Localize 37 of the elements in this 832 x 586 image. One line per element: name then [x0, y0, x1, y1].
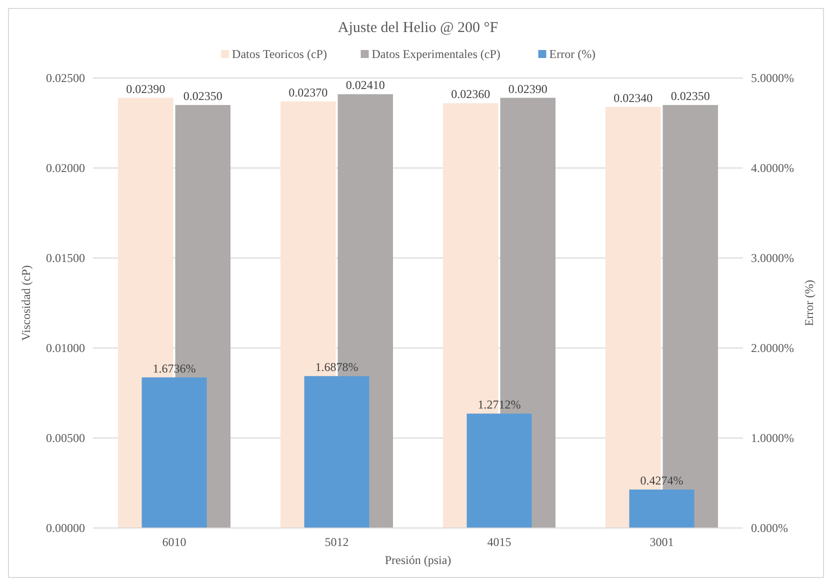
- data-label: 0.02350: [670, 89, 710, 103]
- legend-label: Error (%): [549, 47, 596, 61]
- y2-tick-label: 0.000%: [751, 521, 788, 535]
- y-tick-label: 0.01500: [46, 251, 85, 265]
- y2-tick-label: 3.0000%: [751, 251, 794, 265]
- data-label: 0.02410: [346, 78, 385, 92]
- x-axis-title: Presión (psia): [384, 553, 452, 567]
- data-label: 0.02370: [288, 85, 328, 100]
- y2-axis-title: Error (%): [802, 280, 816, 326]
- x-tick-label: 6010: [162, 535, 186, 549]
- legend-label: Datos Experimentales (cP): [372, 47, 500, 61]
- y2-tick-label: 2.0000%: [751, 341, 794, 355]
- chart-title: Ajuste del Helio @ 200 °F: [338, 20, 498, 36]
- data-label: 0.02390: [126, 82, 166, 96]
- x-tick-label: 4015: [487, 535, 512, 549]
- data-label: 1.6736%: [152, 361, 196, 376]
- y2-tick-label: 5.0000%: [751, 71, 794, 85]
- data-label: 0.02340: [614, 90, 653, 105]
- y-tick-label: 0.02000: [46, 161, 85, 175]
- data-label: 0.4274%: [640, 474, 684, 488]
- bar: [629, 490, 694, 528]
- legend-label: Datos Teoricos (cP): [232, 47, 327, 61]
- y-tick-label: 0.00000: [46, 521, 85, 535]
- x-tick-label: 3001: [650, 535, 674, 549]
- data-label: 0.02350: [183, 89, 222, 103]
- x-tick-label: 5012: [324, 535, 349, 549]
- y2-tick-label: 1.0000%: [751, 431, 794, 445]
- y-tick-label: 0.02500: [46, 71, 85, 85]
- data-label: 0.02390: [508, 82, 548, 96]
- y-axis-title: Viscosidad (cP): [19, 265, 33, 341]
- data-label: 1.6878%: [315, 360, 358, 374]
- data-label: 1.2712%: [478, 398, 521, 412]
- data-label: 0.02360: [451, 87, 490, 102]
- bar: [466, 414, 532, 528]
- y2-tick-label: 4.0000%: [751, 161, 794, 175]
- y-tick-label: 0.00500: [46, 431, 85, 445]
- y-tick-label: 0.01000: [46, 341, 85, 355]
